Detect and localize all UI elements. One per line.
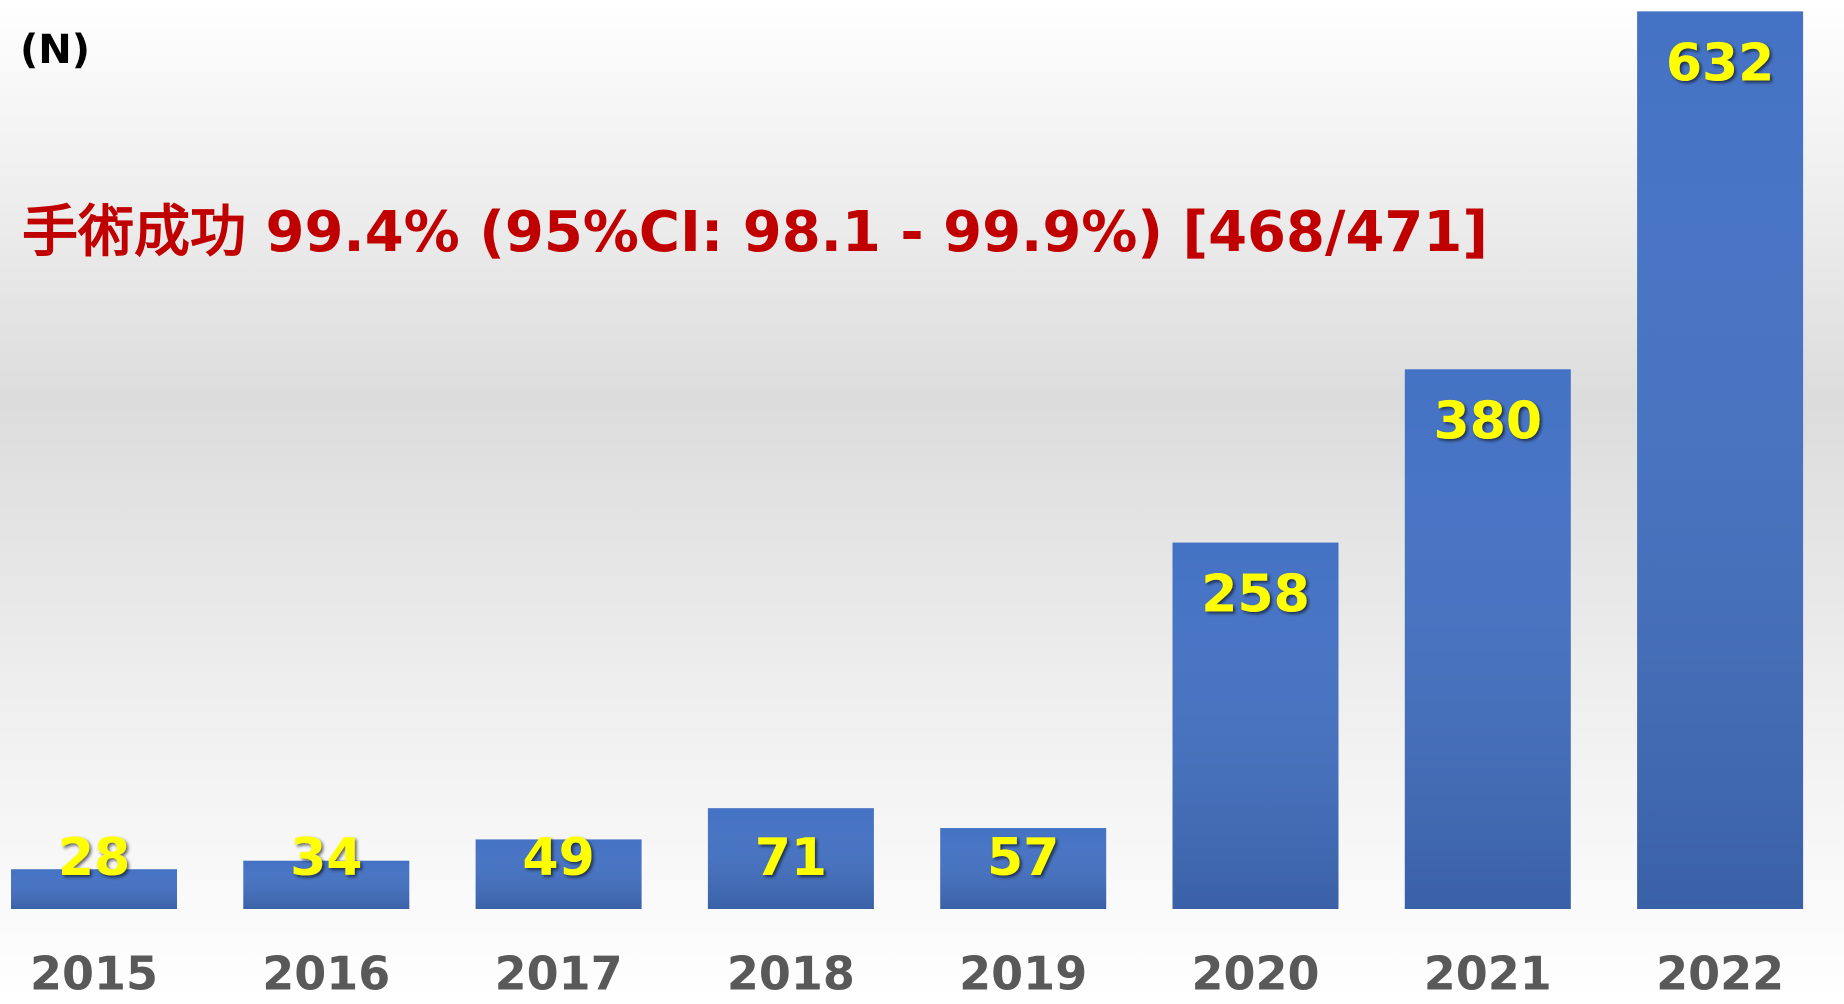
annotation: 手術成功 99.4% (95%CI: 98.1 - 99.9%) [468/47…	[22, 200, 1488, 265]
value-label: 28	[58, 828, 130, 888]
x-tick-label: 2021	[1424, 947, 1552, 1001]
y-axis-label: (N)	[20, 27, 90, 73]
bar-shade	[243, 860, 410, 909]
x-tick-label: 2019	[959, 947, 1087, 1001]
x-tick-label: 2017	[495, 947, 623, 1001]
value-label: 380	[1434, 391, 1543, 451]
bar-shade	[707, 808, 874, 909]
x-tick-label: 2020	[1191, 947, 1319, 1001]
bar-shade	[1172, 542, 1339, 909]
bar-shade	[11, 869, 177, 909]
value-label: 632	[1666, 33, 1775, 93]
bar-shade	[1404, 369, 1571, 909]
x-tick-label: 2015	[30, 947, 158, 1001]
value-label: 34	[290, 828, 362, 888]
value-label: 71	[755, 828, 827, 888]
x-tick-label: 2016	[262, 947, 390, 1001]
x-tick-label: 2018	[727, 947, 855, 1001]
bar-shade	[1637, 11, 1804, 910]
bar-shade	[940, 828, 1107, 909]
bar-shade	[475, 839, 642, 909]
value-label: 57	[987, 828, 1059, 888]
value-label: 49	[522, 828, 594, 888]
x-tick-label: 2022	[1656, 947, 1784, 1001]
value-label: 258	[1201, 565, 1310, 625]
